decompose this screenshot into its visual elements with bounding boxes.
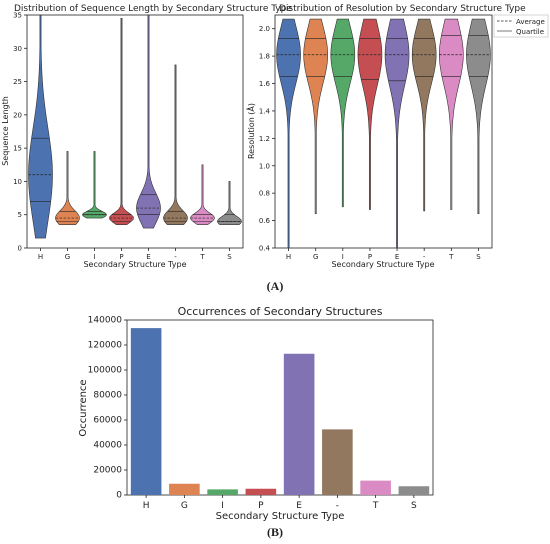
x-tick-label: P	[258, 501, 264, 511]
bar-H	[131, 328, 162, 495]
y-tick-label: 80000	[93, 391, 122, 401]
y-tick-label: 0	[18, 245, 22, 253]
bar-G	[169, 484, 200, 495]
y-tick-label: 2.0	[259, 25, 270, 33]
bar-P	[246, 489, 277, 495]
violin-E	[137, 15, 161, 228]
chart-title: Distribution of Sequence Length by Secon…	[14, 4, 292, 14]
violin--	[164, 65, 188, 225]
y-tick-label: 100000	[88, 366, 123, 376]
chart-title: Distribution of Resolution by Secondary …	[279, 4, 526, 14]
y-tick-label: 40000	[93, 441, 122, 451]
y-tick-label: 140000	[88, 316, 123, 326]
panel-label-a: (A)	[267, 279, 284, 293]
violin-E	[385, 19, 409, 248]
y-axis-label: Sequence Length	[1, 96, 10, 166]
y-tick-label: 120000	[88, 341, 123, 351]
y-tick-label: 15	[13, 145, 22, 153]
bar-T	[360, 481, 391, 495]
y-tick-label: 1.2	[259, 135, 270, 143]
x-tick-label: S	[411, 501, 417, 511]
x-tick-label: -	[336, 501, 339, 511]
violin-H	[29, 15, 53, 238]
bar-E	[284, 354, 315, 495]
violin-T	[439, 19, 463, 210]
violin-I	[83, 151, 107, 218]
x-tick-label: E	[296, 501, 302, 511]
panel-label-b: (B)	[267, 525, 283, 539]
x-axis-label: Secondary Structure Type	[331, 260, 434, 269]
y-tick-label: 20000	[93, 466, 122, 476]
legend: Average Quartile	[494, 15, 548, 37]
x-tick-label: H	[38, 253, 43, 261]
y-axis: 0 5 10 15 20 25 30 35	[13, 12, 27, 253]
resolution-chart: Distribution of Resolution by Secondary …	[245, 4, 548, 269]
x-tick-label: G	[65, 253, 70, 261]
violin-G	[304, 19, 328, 214]
x-tick-label: T	[199, 253, 205, 261]
y-tick-label: 1.4	[259, 107, 271, 115]
x-axis-label: Secondary Structure Type	[83, 260, 186, 269]
bars	[131, 328, 429, 495]
violin-I	[331, 19, 355, 207]
y-tick-label: 1.8	[259, 53, 270, 61]
violin-G	[56, 151, 80, 224]
violin-T	[191, 165, 215, 225]
violin-P	[110, 18, 134, 224]
violin-H	[277, 19, 301, 248]
plot-frame	[127, 320, 433, 495]
x-axis-label: Secondary Structure Type	[216, 511, 345, 522]
legend-average-label: Average	[516, 18, 545, 26]
x-tick-label: I	[221, 501, 224, 511]
y-tick-label: 25	[13, 78, 22, 86]
violin-S	[218, 181, 242, 224]
chart-title: Occurrences of Secondary Structures	[178, 305, 383, 318]
y-axis-label: Occurrence	[78, 379, 89, 436]
bar--	[322, 429, 353, 495]
violins	[277, 19, 491, 248]
violin-S	[466, 19, 490, 214]
y-axis: 0 20000 40000 60000 80000 100000 120000 140000	[88, 316, 127, 501]
x-tick-label: H	[286, 253, 291, 261]
y-tick-label: 0.6	[259, 217, 271, 225]
y-tick-label: 20	[13, 111, 22, 119]
y-tick-label: 1.0	[259, 162, 270, 170]
bar-S	[399, 486, 430, 495]
x-tick-label: S	[227, 253, 232, 261]
bar-I	[207, 489, 238, 495]
y-axis: 0.4 0.6 0.8 1.0 1.2 1.4 1.6 1.8 2.0	[259, 25, 275, 252]
violin--	[412, 19, 436, 211]
y-axis-label: Resolution (Å)	[245, 103, 256, 159]
y-tick-label: 10	[13, 178, 22, 186]
x-tick-label: G	[313, 253, 318, 261]
y-tick-label: 5	[18, 211, 22, 219]
x-tick-label: H	[143, 501, 150, 511]
y-tick-label: 0.4	[259, 245, 271, 253]
y-tick-label: 35	[13, 12, 22, 20]
violins	[29, 15, 242, 238]
y-tick-label: 60000	[93, 416, 122, 426]
x-tick-label: S	[476, 253, 481, 261]
y-tick-label: 30	[13, 45, 22, 53]
x-tick-label: T	[448, 253, 454, 261]
x-tick-label: T	[372, 501, 379, 511]
x-tick-label: G	[181, 501, 188, 511]
y-tick-label: 0	[116, 491, 122, 501]
y-tick-label: 1.6	[259, 80, 271, 88]
occurrence-chart: Occurrences of Secondary Structures 0 200…	[78, 305, 433, 522]
y-tick-label: 0.8	[259, 190, 270, 198]
violin-P	[358, 19, 382, 210]
legend-quartile-label: Quartile	[516, 28, 544, 36]
